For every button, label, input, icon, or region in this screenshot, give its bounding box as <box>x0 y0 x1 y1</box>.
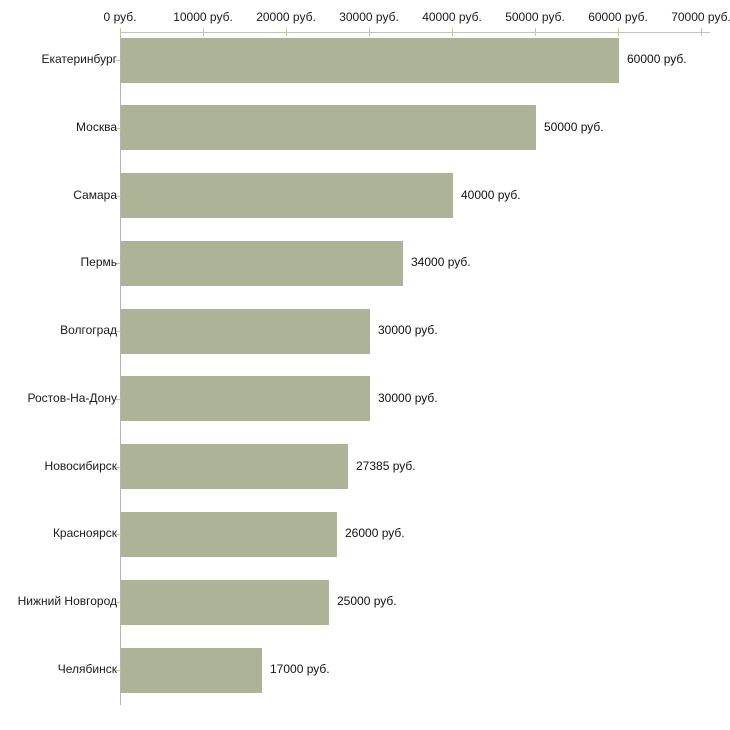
x-tick-mark <box>701 28 702 36</box>
y-tick-mark <box>116 670 124 671</box>
category-label: Волгоград <box>60 323 117 337</box>
x-tick-label: 0 руб. <box>103 10 137 24</box>
value-label: 40000 руб. <box>461 188 521 202</box>
y-tick-mark <box>116 128 124 129</box>
category-label: Ростов-На-Дону <box>27 391 117 405</box>
category-label: Нижний Новгород <box>17 594 117 608</box>
y-tick-mark <box>116 196 124 197</box>
bar-1 <box>121 38 619 83</box>
bar-4 <box>121 241 403 286</box>
bar-8 <box>121 512 337 557</box>
value-label: 17000 руб. <box>270 662 330 676</box>
category-label: Самара <box>73 188 117 202</box>
value-label: 50000 руб. <box>544 120 604 134</box>
x-axis-line <box>120 32 710 33</box>
category-label: Новосибирск <box>44 459 117 473</box>
category-label: Пермь <box>80 255 117 269</box>
bar-6 <box>121 376 370 421</box>
x-tick-mark <box>203 28 204 36</box>
x-tick-mark <box>452 28 453 36</box>
y-tick-mark <box>116 399 124 400</box>
value-label: 30000 руб. <box>378 391 438 405</box>
bar-2 <box>121 105 536 150</box>
y-tick-mark <box>116 263 124 264</box>
x-tick-mark <box>369 28 370 36</box>
x-tick-mark <box>535 28 536 36</box>
y-tick-mark <box>116 534 124 535</box>
value-label: 60000 руб. <box>627 52 687 66</box>
x-tick-mark <box>286 28 287 36</box>
y-tick-mark <box>116 467 124 468</box>
value-label: 34000 руб. <box>411 255 471 269</box>
category-label: Челябинск <box>57 662 117 676</box>
x-tick-mark <box>120 28 121 36</box>
y-tick-mark <box>116 602 124 603</box>
x-tick-label: 30000 руб. <box>339 10 399 24</box>
bar-10 <box>121 648 262 693</box>
category-label: Москва <box>76 120 117 134</box>
x-tick-label: 40000 руб. <box>422 10 482 24</box>
bar-9 <box>121 580 329 625</box>
x-tick-label: 20000 руб. <box>256 10 316 24</box>
value-label: 30000 руб. <box>378 323 438 337</box>
value-label: 27385 руб. <box>356 459 416 473</box>
x-tick-mark <box>618 28 619 36</box>
bar-3 <box>121 173 453 218</box>
category-label: Красноярск <box>52 526 117 540</box>
x-tick-label: 70000 руб. <box>671 10 730 24</box>
y-tick-mark <box>116 60 124 61</box>
category-label: Екатеринбург <box>41 52 118 66</box>
x-tick-label: 60000 руб. <box>588 10 648 24</box>
y-tick-mark <box>116 331 124 332</box>
x-tick-label: 50000 руб. <box>505 10 565 24</box>
x-tick-label: 10000 руб. <box>173 10 233 24</box>
value-label: 26000 руб. <box>345 526 405 540</box>
y-axis-line <box>120 30 121 705</box>
bar-5 <box>121 309 370 354</box>
bar-7 <box>121 444 348 489</box>
value-label: 25000 руб. <box>337 594 397 608</box>
